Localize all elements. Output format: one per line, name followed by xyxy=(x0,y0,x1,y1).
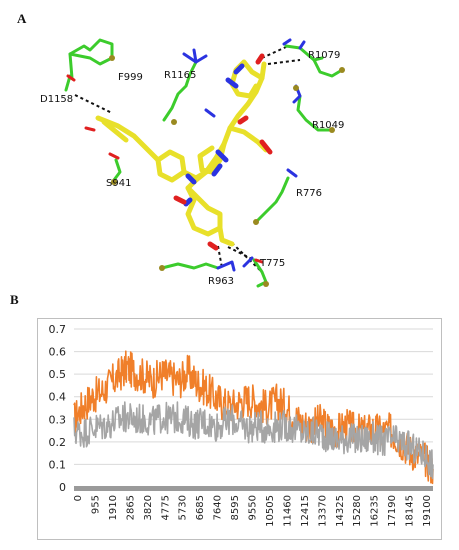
rmsf-line-chart: 0 0.1 0.2 0.3 0.4 0.5 0.6 0.7 0 955 1910 2865 3820 47… xyxy=(49,323,434,527)
x-tick-label: 955 xyxy=(91,495,102,514)
hbond-r963 xyxy=(217,245,223,269)
x-tick-label: 7640 xyxy=(213,495,224,520)
y-tick-label: 0 xyxy=(59,481,66,494)
x-tick-label: 6685 xyxy=(195,495,206,520)
y-tick-label: 0.1 xyxy=(49,458,67,471)
y-tick-label: 0.5 xyxy=(49,368,67,381)
label-r776: R776 xyxy=(296,188,322,199)
label-r1165: R1165 xyxy=(164,70,196,81)
y-tick-label: 0.6 xyxy=(49,346,67,359)
label-f999: F999 xyxy=(118,72,143,83)
y-tick-label: 0.3 xyxy=(49,413,67,426)
hbond-r1079-b xyxy=(267,59,301,65)
x-tick-label: 16235 xyxy=(370,495,381,527)
protein-residues xyxy=(64,38,345,288)
binding-site-diagram: F999 R1165 R1079 D1158 R1049 S941 R776 T… xyxy=(40,38,345,288)
hbond-t775-b xyxy=(231,242,263,273)
y-tick-label: 0.2 xyxy=(49,436,67,449)
x-tick-label: 9550 xyxy=(248,495,259,520)
y-tick-label: 0.4 xyxy=(49,391,67,404)
x-tick-label: 15280 xyxy=(352,495,363,527)
x-tick-label: 18145 xyxy=(405,495,416,527)
label-r963: R963 xyxy=(208,276,234,287)
x-axis-line xyxy=(74,486,433,491)
panel-b-label: B xyxy=(10,292,19,307)
x-tick-label: 0 xyxy=(73,495,84,501)
x-tick-label: 5730 xyxy=(178,495,189,520)
x-tick-label: 14325 xyxy=(335,495,346,527)
chart-frame: 0 0.1 0.2 0.3 0.4 0.5 0.6 0.7 0 955 1910 2865 3820 47… xyxy=(37,318,442,540)
x-tick-label: 10505 xyxy=(265,495,276,527)
hbond-d1158 xyxy=(74,94,113,114)
label-s941: S941 xyxy=(106,178,131,189)
x-tick-label: 12415 xyxy=(300,495,311,527)
hbond-r1079-a xyxy=(261,46,287,59)
x-tick-label: 8595 xyxy=(230,495,241,520)
x-tick-label: 4775 xyxy=(160,495,171,520)
hbond-t775-a xyxy=(227,246,255,261)
panel-a-label: A xyxy=(17,11,27,26)
hydrogen-bonds xyxy=(74,46,301,273)
x-tick-label: 11460 xyxy=(282,495,293,527)
label-r1079: R1079 xyxy=(308,50,340,61)
x-tick-label: 1910 xyxy=(108,495,119,520)
x-tick-label: 2865 xyxy=(125,495,136,520)
label-r1049: R1049 xyxy=(312,120,344,131)
x-tick-label: 13370 xyxy=(317,495,328,527)
y-tick-label: 0.7 xyxy=(49,323,67,336)
label-d1158: D1158 xyxy=(40,94,73,105)
x-tick-label: 3820 xyxy=(143,495,154,520)
x-tick-label: 17190 xyxy=(387,495,398,527)
series-line xyxy=(73,401,434,480)
x-tick-label: 19100 xyxy=(422,495,433,527)
ligand-sticks xyxy=(95,53,273,251)
label-t775: T775 xyxy=(259,258,285,269)
